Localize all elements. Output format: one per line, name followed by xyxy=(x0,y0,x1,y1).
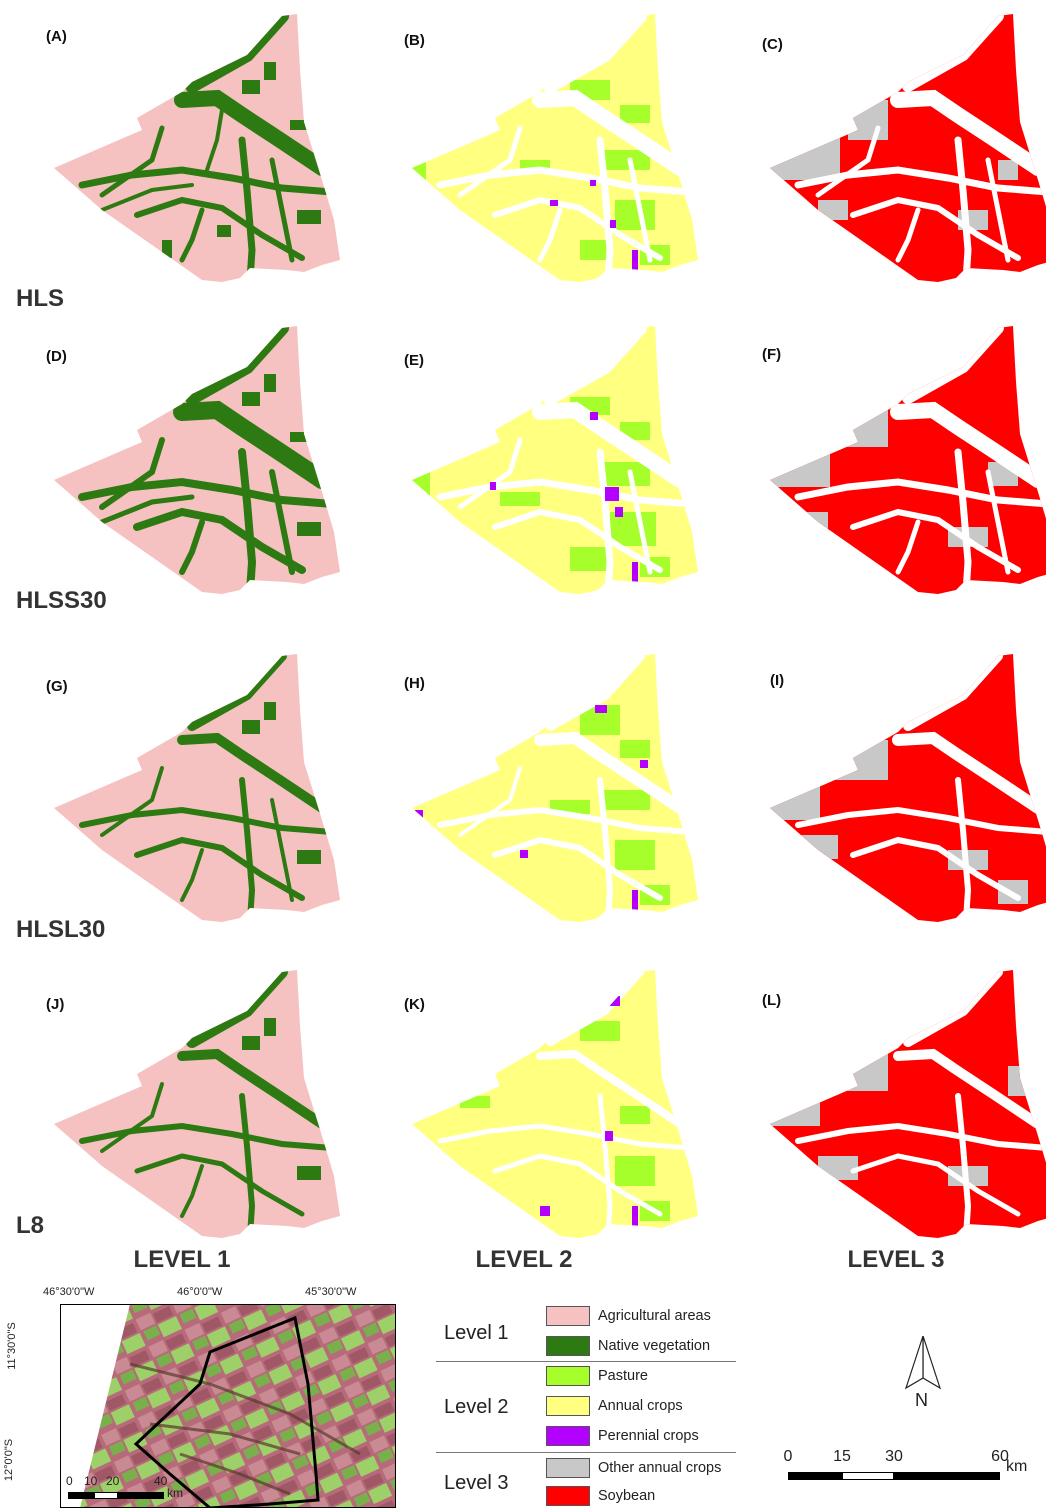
map-l8-level1 xyxy=(54,970,340,1238)
legend-swatch-pasture xyxy=(546,1366,590,1386)
panel-label-h: (H) xyxy=(404,675,425,692)
map-hls-level3 xyxy=(770,14,1046,282)
legend-item-annual: Annual crops xyxy=(598,1398,683,1414)
legend-item-pasture: Pasture xyxy=(598,1368,648,1384)
column-label-level1: LEVEL 1 xyxy=(133,1246,231,1273)
panel-label-g: (G) xyxy=(46,678,68,695)
row-label-hlsl30: HLSL30 xyxy=(16,916,106,943)
map-hlss30-level3 xyxy=(770,326,1046,594)
row-label-hls: HLS xyxy=(16,285,64,312)
legend-item-native: Native vegetation xyxy=(598,1338,711,1354)
inset-scale-unit: km xyxy=(167,1486,183,1500)
lon-label: 45°30'0"W xyxy=(305,1286,357,1298)
column-label-level3: LEVEL 3 xyxy=(847,1246,945,1273)
scale-segment xyxy=(842,1472,894,1480)
lon-label: 46°30'0"W xyxy=(43,1286,95,1298)
row-label-l8: L8 xyxy=(16,1212,45,1239)
legend-swatch-agricultural xyxy=(546,1306,590,1326)
legend-swatch-perennial xyxy=(546,1426,590,1446)
legend-divider xyxy=(436,1452,736,1453)
study-area-outline xyxy=(133,1315,320,1508)
north-label: N xyxy=(915,1390,928,1410)
panel-label-e: (E) xyxy=(404,352,424,369)
legend-level2-label: Level 2 xyxy=(444,1396,509,1418)
legend-swatch-other-annual xyxy=(546,1458,590,1478)
panel-label-j: (J) xyxy=(46,996,65,1013)
legend: Level 1 Agricultural areas Native vegeta… xyxy=(436,1302,738,1508)
legend-item-other-annual: Other annual crops xyxy=(598,1460,722,1476)
lat-label: 12°0'0"S xyxy=(3,1438,16,1482)
legend-level3-label: Level 3 xyxy=(444,1472,509,1494)
legend-item-agricultural: Agricultural areas xyxy=(598,1308,711,1324)
panel-label-b: (B) xyxy=(404,32,425,49)
north-arrow: N xyxy=(898,1335,948,1410)
inset-map: 46°30'0"W 46°0'0"W 45°30'0"W 11°30'0"S 1… xyxy=(0,1280,420,1508)
scale-tick: 60 xyxy=(991,1448,1009,1465)
panel-label-c: (C) xyxy=(762,36,783,53)
lon-label: 46°0'0"W xyxy=(177,1286,223,1298)
legend-swatch-soybean xyxy=(546,1486,590,1506)
legend-item-perennial: Perennial crops xyxy=(598,1428,699,1444)
map-hlss30-level2 xyxy=(412,326,698,594)
map-hlss30-level1 xyxy=(54,326,340,594)
inset-scale-bar: 0 10 20 40 km xyxy=(66,1474,186,1506)
map-l8-level2 xyxy=(412,970,698,1238)
scale-bar: 0 15 30 60 km xyxy=(780,1440,1040,1508)
map-hls-level1 xyxy=(54,14,340,282)
panel-label-f: (F) xyxy=(762,346,782,363)
inset-scale-tick: 20 xyxy=(106,1474,120,1488)
map-hlsl30-level3 xyxy=(770,654,1046,922)
panel-label-a: (A) xyxy=(46,28,67,45)
map-hls-level2 xyxy=(412,14,698,282)
row-label-hlss30: HLSS30 xyxy=(16,587,107,614)
satellite-image xyxy=(60,1304,396,1508)
legend-item-soybean: Soybean xyxy=(598,1488,656,1504)
panel-label-l: (L) xyxy=(762,992,782,1009)
map-hlsl30-level2 xyxy=(412,654,698,922)
inset-scale-tick: 40 xyxy=(154,1474,168,1488)
scale-unit: km xyxy=(1006,1458,1028,1475)
legend-swatch-annual xyxy=(546,1396,590,1416)
panel-label-k: (K) xyxy=(404,996,425,1013)
lat-label: 11°30'0"S xyxy=(5,1322,18,1370)
scale-tick: 30 xyxy=(885,1448,903,1465)
legend-divider xyxy=(436,1361,736,1362)
legend-swatch-native xyxy=(546,1336,590,1356)
inset-scale-tick: 10 xyxy=(84,1474,98,1488)
scale-tick: 0 xyxy=(783,1448,793,1465)
north-arrow-icon xyxy=(904,1335,942,1390)
scale-tick: 15 xyxy=(833,1448,851,1465)
scale-segment xyxy=(788,1472,842,1480)
map-hlsl30-level1 xyxy=(54,654,340,922)
scale-segment xyxy=(894,1472,1000,1480)
map-l8-level3 xyxy=(770,970,1046,1238)
panel-label-i: (I) xyxy=(770,672,785,689)
column-label-level2: LEVEL 2 xyxy=(475,1246,573,1273)
inset-scale-tick: 0 xyxy=(66,1474,73,1488)
legend-level1-label: Level 1 xyxy=(444,1322,509,1344)
panel-label-d: (D) xyxy=(46,348,67,365)
